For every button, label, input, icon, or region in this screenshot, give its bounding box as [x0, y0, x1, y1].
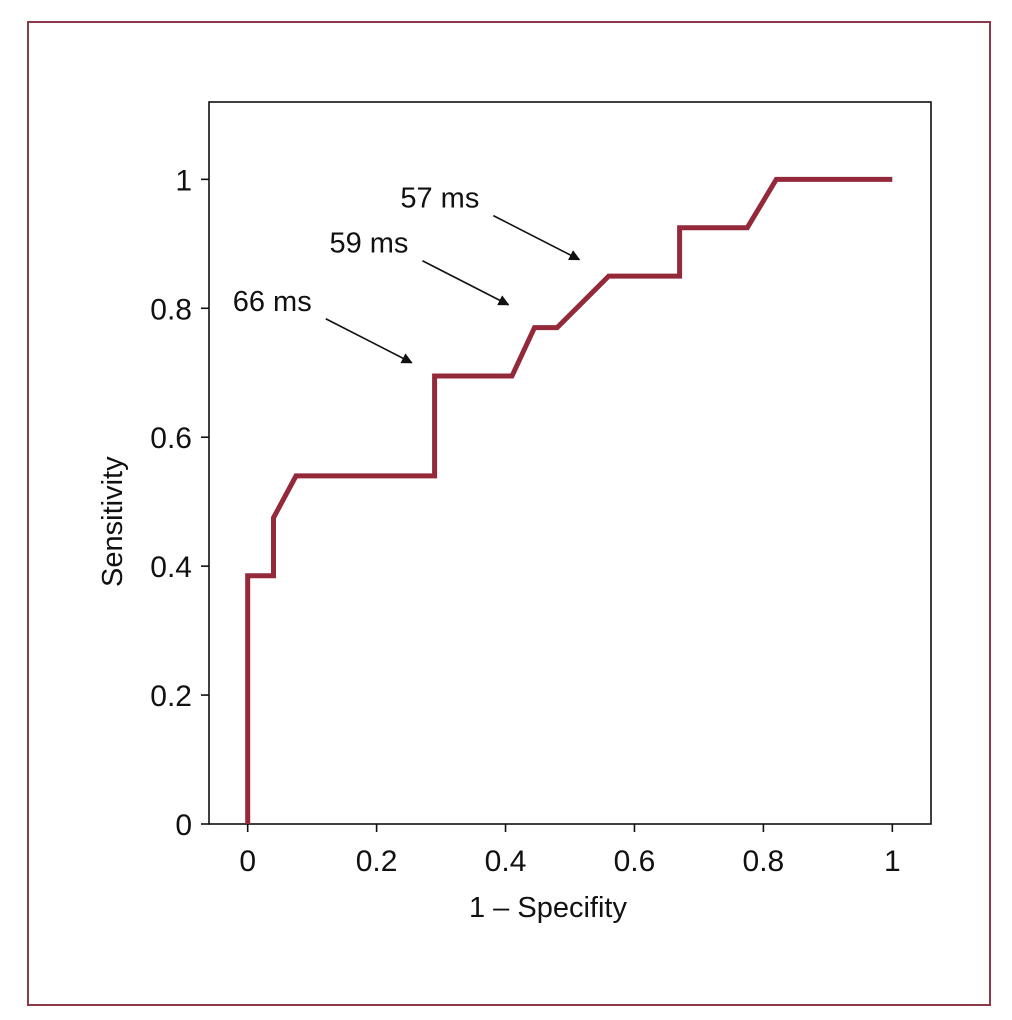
- x-axis: 0 0.2 0.4 0.6 0.8 1: [239, 824, 901, 878]
- y-tick-label: 1: [175, 164, 192, 197]
- annotations-layer: 57 ms 59 ms 66 ms: [233, 183, 581, 364]
- x-tick-label: 0: [239, 845, 256, 878]
- roc-curve-line: [245, 176, 893, 824]
- x-tick-label: 0.4: [485, 845, 527, 878]
- annotation-arrow: [492, 214, 581, 261]
- figure-frame: [27, 21, 991, 1006]
- annotation-label: 66 ms: [233, 286, 312, 318]
- x-tick-label: 0.2: [356, 845, 398, 878]
- x-axis-title: 1 – Specifity: [469, 892, 627, 924]
- y-tick-label: 0.6: [150, 422, 192, 455]
- y-axis-title: Sensitivity: [97, 456, 129, 587]
- y-tick-label: 0.8: [150, 293, 192, 326]
- x-tick-label: 0.6: [614, 845, 656, 878]
- y-tick-label: 0: [175, 809, 192, 842]
- y-tick-label: 0.4: [150, 551, 192, 584]
- x-tick-label: 1: [884, 845, 901, 878]
- x-tick-label: 0.8: [743, 845, 785, 878]
- annotation-label: 57 ms: [400, 183, 479, 215]
- annotation-arrow: [422, 260, 510, 306]
- annotation-label: 59 ms: [329, 228, 408, 260]
- series-layer: [245, 176, 893, 824]
- annotation-arrow: [325, 318, 413, 364]
- y-tick-label: 0.2: [150, 680, 192, 713]
- y-axis: 0 0.2 0.4 0.6 0.8 1: [150, 164, 209, 842]
- plot-area-border: [208, 101, 932, 825]
